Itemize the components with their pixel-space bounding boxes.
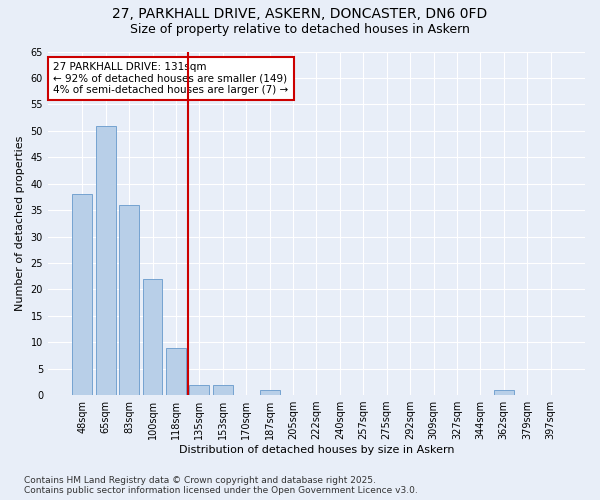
Bar xyxy=(494,390,514,395)
Bar xyxy=(119,205,139,395)
Y-axis label: Number of detached properties: Number of detached properties xyxy=(15,136,25,311)
Bar xyxy=(260,390,280,395)
Bar xyxy=(143,279,163,395)
Text: Contains HM Land Registry data © Crown copyright and database right 2025.
Contai: Contains HM Land Registry data © Crown c… xyxy=(24,476,418,495)
Text: 27 PARKHALL DRIVE: 131sqm
← 92% of detached houses are smaller (149)
4% of semi-: 27 PARKHALL DRIVE: 131sqm ← 92% of detac… xyxy=(53,62,289,95)
Text: Size of property relative to detached houses in Askern: Size of property relative to detached ho… xyxy=(130,22,470,36)
Text: 27, PARKHALL DRIVE, ASKERN, DONCASTER, DN6 0FD: 27, PARKHALL DRIVE, ASKERN, DONCASTER, D… xyxy=(112,8,488,22)
Bar xyxy=(73,194,92,395)
Bar xyxy=(213,384,233,395)
Bar xyxy=(190,384,209,395)
Bar xyxy=(96,126,116,395)
X-axis label: Distribution of detached houses by size in Askern: Distribution of detached houses by size … xyxy=(179,445,454,455)
Bar xyxy=(166,348,186,395)
